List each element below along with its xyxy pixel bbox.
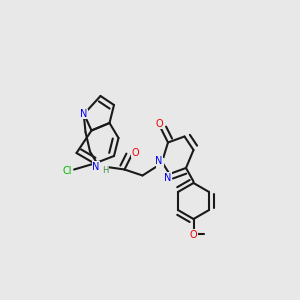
Text: H: H (102, 166, 108, 175)
Text: N: N (80, 109, 88, 119)
Text: N: N (164, 172, 172, 183)
Text: N: N (92, 161, 100, 172)
Text: O: O (190, 230, 197, 240)
Text: N: N (156, 158, 164, 169)
Text: O: O (132, 148, 140, 158)
Text: Cl: Cl (63, 166, 72, 176)
Text: N: N (155, 155, 163, 166)
Text: O: O (155, 119, 163, 129)
